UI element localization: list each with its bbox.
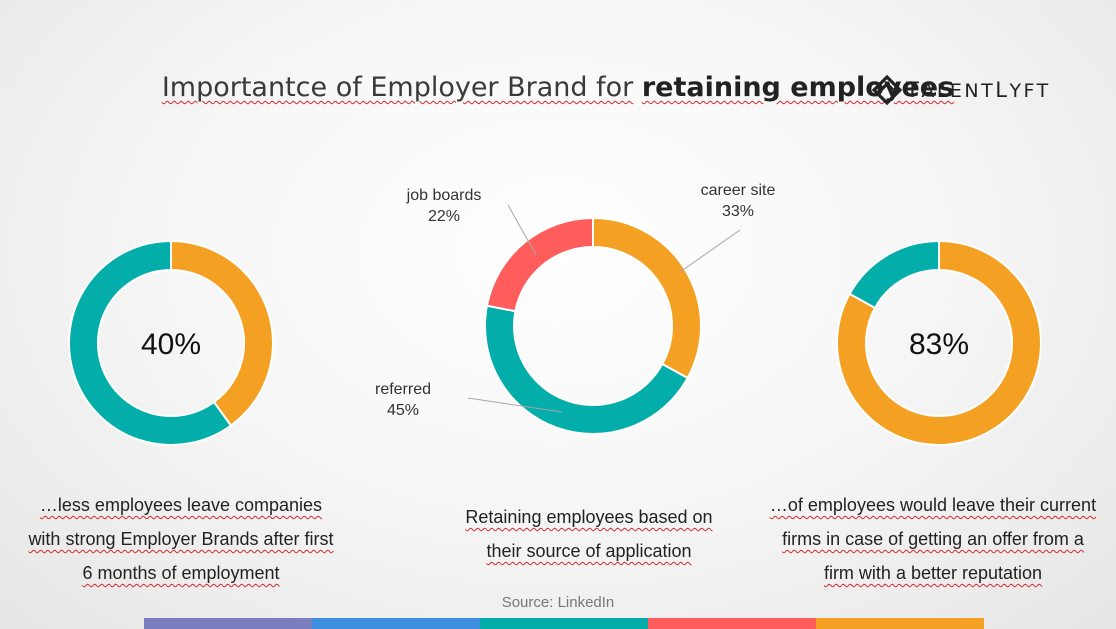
slice-name-label: referred: [375, 381, 431, 398]
caption-left-line: with strong Employer Brands after first: [28, 529, 334, 549]
talentlyft-logo: TALENTLYFT: [872, 74, 1051, 106]
slice-name-label: career site: [701, 182, 776, 199]
footer-color-segment: [480, 618, 648, 629]
caption-left: …less employees leave companies with str…: [6, 488, 356, 590]
caption-left-line: 6 months of employment: [82, 563, 280, 583]
slice-value-label: 22%: [428, 208, 460, 225]
footer-color-segment: [816, 618, 984, 629]
leader-line: [507, 204, 537, 256]
center-percentage-label: 83%: [909, 328, 969, 361]
slice-value-label: 33%: [722, 203, 754, 220]
caption-middle-line: their source of application: [486, 541, 692, 561]
footer-color-segment: [312, 618, 480, 629]
caption-middle: Retaining employees based on their sourc…: [434, 500, 744, 568]
caption-right-line: firm with a better reputation: [823, 563, 1043, 583]
title-regular: Importantce of Employer Brand for: [161, 72, 634, 103]
page-title: Importantce of Employer Brand for retain…: [0, 72, 1116, 103]
slice-value-label: 45%: [387, 402, 419, 419]
donut-slice: [592, 216, 702, 380]
donut-slice: [848, 239, 940, 310]
donut-slice: [170, 239, 274, 427]
donut-slice: [484, 304, 690, 435]
footer-color-bar: [144, 618, 984, 629]
title-bold: retaining employees: [641, 72, 955, 103]
caption-middle-line: Retaining employees based on: [465, 507, 713, 527]
leader-line: [467, 397, 563, 413]
logo-text: TALENTLYFT: [906, 78, 1051, 102]
footer-color-segment: [144, 618, 312, 629]
slice-name-label: job boards: [406, 187, 482, 204]
donut-slice: [68, 239, 233, 446]
talentlyft-diamond-icon: [872, 75, 902, 105]
leader-line: [679, 229, 741, 273]
donut-slice: [836, 239, 1042, 446]
caption-right-line: …of employees would leave their current: [769, 495, 1097, 515]
footer-color-segment: [648, 618, 816, 629]
caption-right-line: firms in case of getting an offer from a: [782, 529, 1084, 549]
center-percentage-label: 40%: [141, 328, 201, 361]
donut-slice: [485, 216, 594, 313]
caption-right: …of employees would leave their current …: [748, 488, 1116, 590]
caption-left-line: …less employees leave companies: [39, 495, 323, 515]
source-note: Source: LinkedIn: [501, 594, 615, 611]
